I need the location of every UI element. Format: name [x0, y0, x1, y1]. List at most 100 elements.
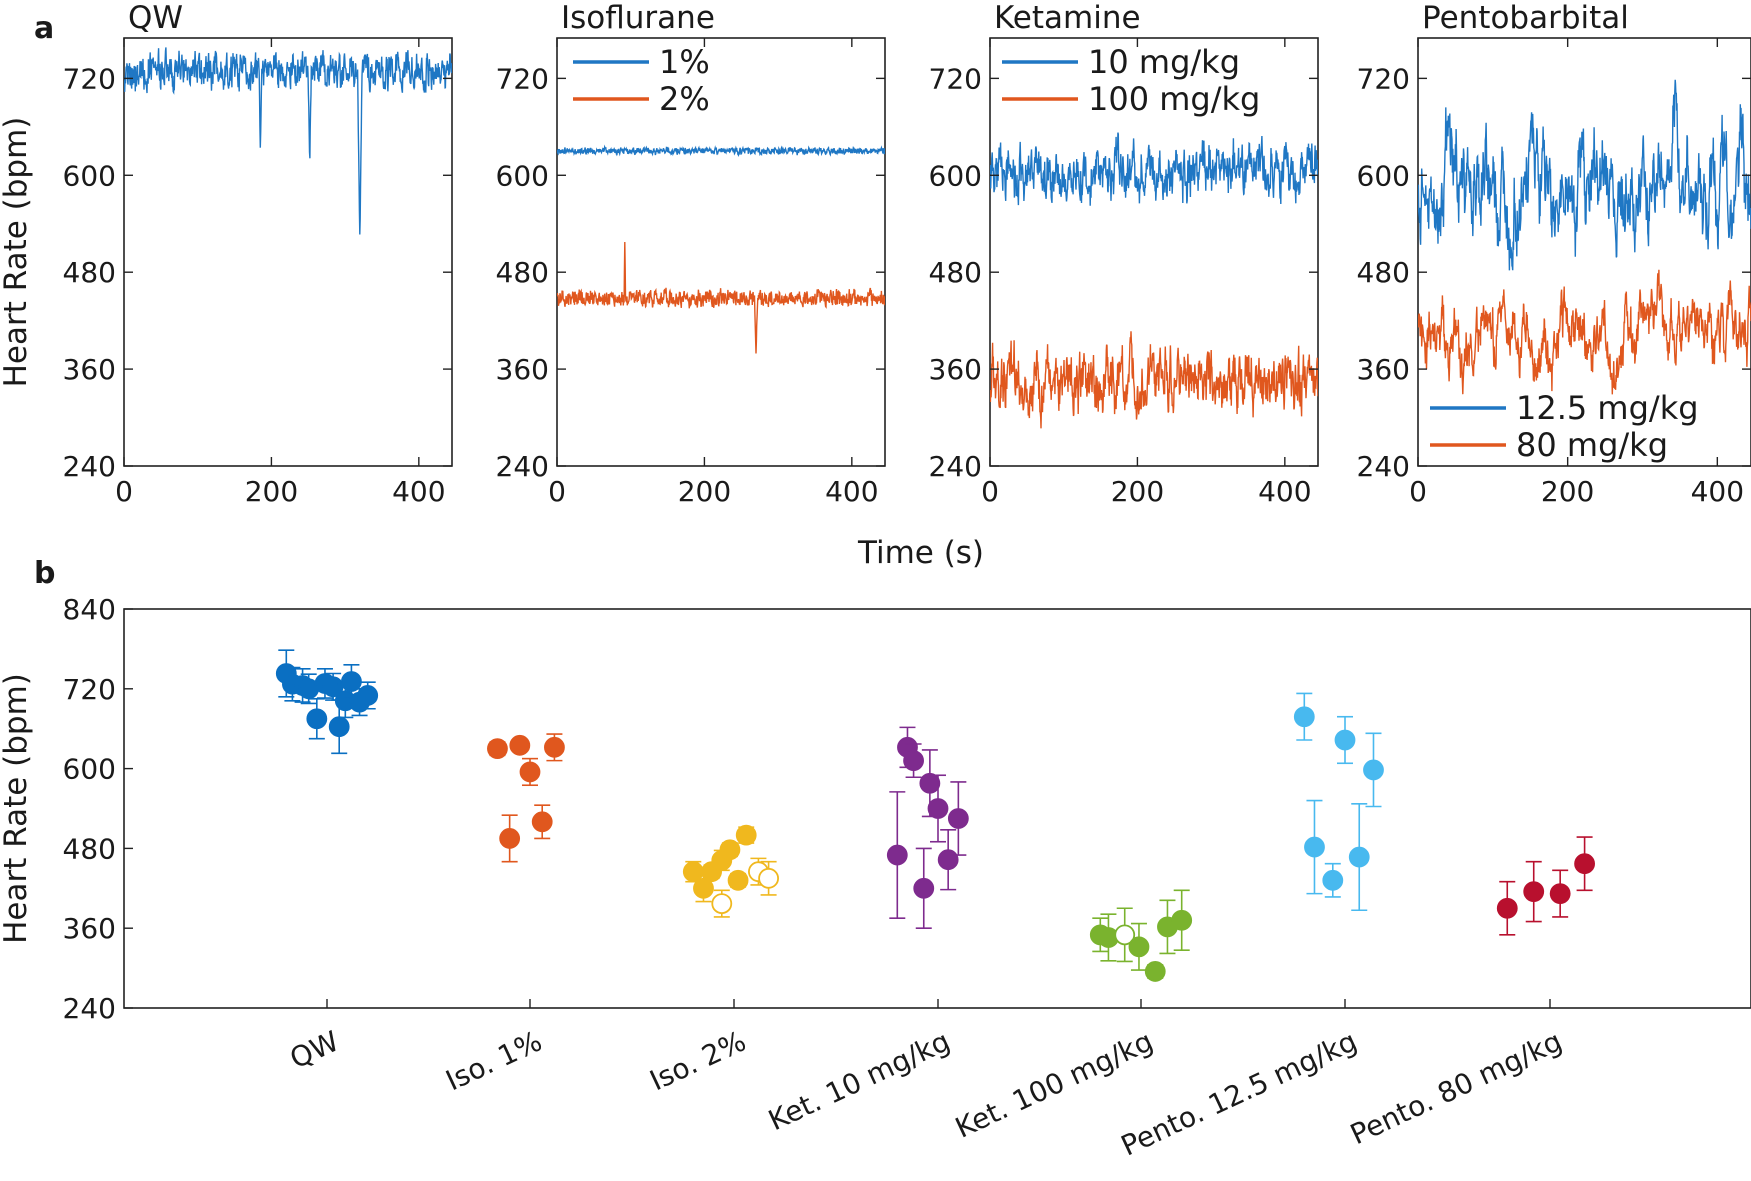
panel-title: QW: [128, 0, 183, 36]
x-axis-label: Time (s): [857, 535, 984, 571]
y-tick-label: 360: [1357, 353, 1410, 386]
group-pento-12-5-mg-kg: [1293, 692, 1384, 912]
data-point: [735, 824, 757, 846]
y-tick-label: 720: [929, 62, 982, 95]
trace-qw: [124, 47, 452, 235]
trace-80-mg-kg: [1418, 269, 1751, 395]
y-axis-label: Heart Rate (bpm): [0, 673, 34, 944]
data-point: [1348, 846, 1370, 868]
y-tick-label: 360: [929, 353, 982, 386]
group-ket-10-mg-kg: [886, 726, 969, 930]
x-tick-label: 400: [825, 475, 878, 508]
data-point: [1322, 869, 1344, 891]
y-tick-label: 720: [63, 62, 116, 95]
legend-label: 1%: [659, 43, 710, 81]
data-point: [937, 849, 959, 871]
data-point: [487, 738, 508, 760]
plot-frame: [1417, 37, 1751, 467]
data-point: [1144, 961, 1166, 982]
y-tick-label: 240: [496, 450, 549, 483]
plot-frame: [989, 37, 1319, 467]
y-tick-label: 840: [63, 593, 116, 626]
data-point: [947, 808, 969, 829]
y-tick-label: 720: [496, 62, 549, 95]
data-point: [1334, 729, 1356, 751]
group-pento-80-mg-kg: [1496, 836, 1595, 936]
data-point: [1523, 881, 1545, 903]
data-point-open: [758, 867, 779, 889]
group-ket-100-mg-kg: [1089, 889, 1193, 982]
data-point: [1171, 909, 1193, 931]
trace-10-mg-kg: [990, 132, 1318, 206]
data-point-open: [711, 893, 733, 914]
trace-2-: [557, 241, 885, 354]
plot-frame: [123, 37, 453, 467]
data-point: [1128, 936, 1150, 958]
data-point: [919, 772, 941, 794]
y-tick-label: 480: [63, 832, 116, 865]
y-tick-label: 600: [1357, 159, 1410, 192]
group-iso-1-: [487, 733, 565, 863]
y-tick-label: 240: [1357, 450, 1410, 483]
x-tick-label: 200: [678, 475, 731, 508]
data-point: [886, 844, 908, 866]
data-point: [1549, 883, 1571, 905]
y-tick-label: 720: [1357, 62, 1410, 95]
category-label: QW: [285, 1024, 344, 1075]
category-label: Iso. 1%: [441, 1024, 547, 1097]
data-point-open: [1114, 924, 1136, 946]
x-tick-label: 400: [1691, 475, 1744, 508]
data-point: [499, 828, 521, 849]
category-label: Pento. 80 mg/kg: [1345, 1024, 1567, 1151]
y-tick-label: 600: [63, 753, 116, 786]
panel-title: Pentobarbital: [1422, 0, 1629, 36]
trace-1-: [557, 144, 885, 157]
category-label: Ket. 10 mg/kg: [763, 1024, 955, 1137]
trace-100-mg-kg: [990, 331, 1318, 429]
time-series-panel-4: Pentobarbital 240 360 480 600 720 0 200 400 12.5 …: [1357, 0, 1751, 508]
y-tick-label: 480: [1357, 256, 1410, 289]
data-point: [1304, 836, 1325, 858]
trace-12-5-mg-kg: [1418, 79, 1751, 271]
legend-label: 12.5 mg/kg: [1516, 389, 1699, 427]
y-tick-label: 240: [929, 450, 982, 483]
x-tick-label: 400: [1258, 475, 1311, 508]
y-axis-label: Heart Rate (bpm): [0, 117, 34, 388]
x-tick-label: 0: [548, 475, 566, 508]
y-tick-label: 720: [63, 673, 116, 706]
panel-title: Isoflurane: [561, 0, 715, 36]
data-point: [913, 877, 935, 899]
data-point: [1574, 853, 1595, 875]
panel-b-scatter: 240 360 480 600 720 840 Heart Rate (bpm) QW Iso.…: [0, 593, 1751, 1163]
y-tick-label: 360: [63, 912, 116, 945]
category-label: Iso. 2%: [645, 1024, 751, 1097]
group-qw: [275, 649, 379, 755]
y-tick-label: 600: [496, 159, 549, 192]
data-point: [519, 761, 541, 783]
data-point: [531, 811, 553, 833]
data-point: [306, 708, 328, 730]
data-point: [357, 685, 379, 706]
data-point: [509, 734, 531, 756]
plot-frame: [556, 37, 886, 467]
y-tick-label: 600: [63, 159, 116, 192]
panel-label-b: b: [34, 556, 55, 591]
panel-title: Ketamine: [994, 0, 1141, 36]
panel-a-plots: QW 240 360 480 600 720 0 200 400 Heart Rate (bpm)…: [0, 0, 1751, 571]
y-tick-label: 360: [496, 353, 549, 386]
data-point: [544, 736, 565, 758]
legend-label: 10 mg/kg: [1088, 43, 1240, 81]
data-point: [903, 750, 924, 772]
y-tick-label: 240: [63, 992, 116, 1025]
time-series-panel-3: Ketamine 240 360 480 600 720 0 200 400 10 mg/kg10…: [929, 0, 1319, 508]
y-tick-label: 480: [63, 256, 116, 289]
data-point: [727, 869, 749, 891]
panel-label-a: a: [34, 11, 54, 46]
x-tick-label: 200: [245, 475, 298, 508]
group-iso-2-: [682, 824, 779, 918]
y-tick-label: 480: [929, 256, 982, 289]
data-point: [682, 861, 704, 883]
y-tick-label: 240: [63, 450, 116, 483]
x-tick-label: 400: [392, 475, 445, 508]
legend-label: 100 mg/kg: [1088, 80, 1260, 118]
